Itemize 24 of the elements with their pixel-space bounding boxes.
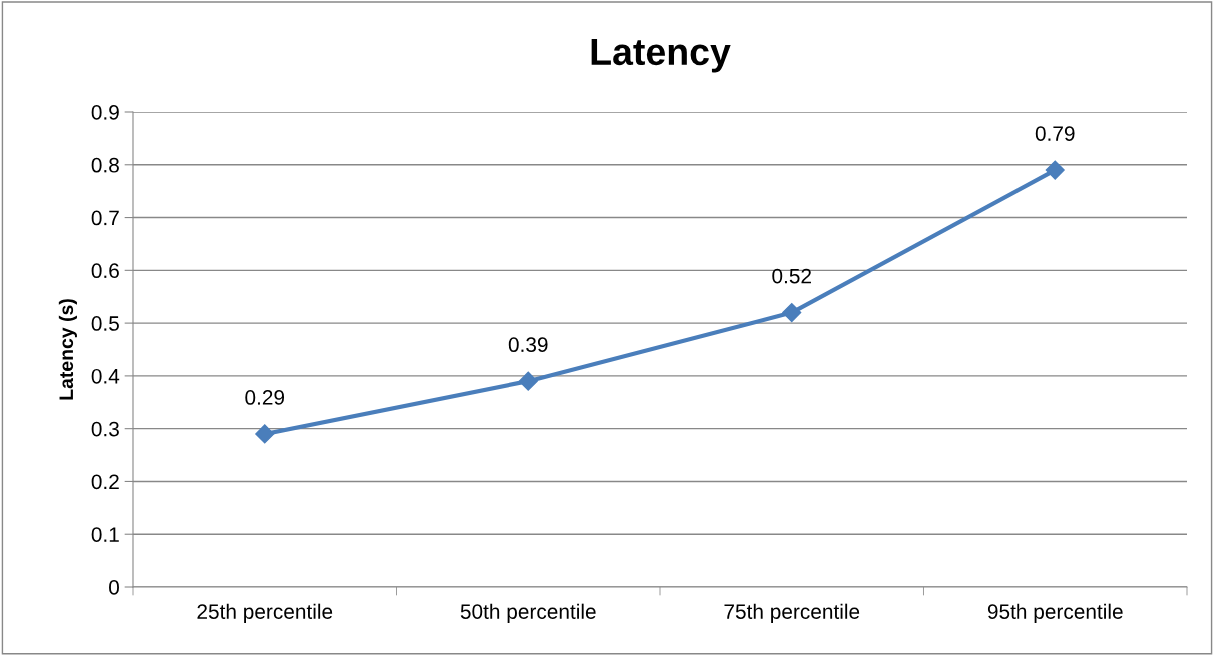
y-tick-label: 0.1 [91, 527, 119, 542]
x-tick-label: 50th percentile [460, 603, 596, 624]
y-tick-label: 0.8 [91, 157, 119, 173]
x-tick-label: 75th percentile [724, 603, 860, 624]
x-tick-label: 95th percentile [987, 603, 1123, 624]
y-axis-title: Latency (s) [58, 299, 77, 400]
data-label: 0.52 [772, 268, 811, 284]
point [255, 424, 275, 444]
data-label: 0.39 [508, 337, 548, 353]
chart-title: Latency [591, 38, 731, 73]
y-tick-label: 0 [109, 580, 119, 595]
y-tick-label: 0.7 [91, 210, 119, 226]
x-tick-label: 25th percentile [197, 603, 333, 624]
data-label: 0.79 [1035, 126, 1075, 141]
point [1045, 160, 1065, 180]
point [518, 371, 538, 391]
y-tick-label: 0.4 [91, 368, 120, 384]
data-label: 0.29 [245, 390, 285, 405]
y-tick-label: 0.3 [91, 421, 119, 437]
y-tick-label: 0.9 [91, 105, 119, 120]
point [782, 303, 802, 323]
y-tick-label: 0.2 [91, 474, 119, 490]
y-tick-label: 0.6 [91, 263, 119, 279]
y-tick-label: 0.5 [91, 316, 119, 331]
